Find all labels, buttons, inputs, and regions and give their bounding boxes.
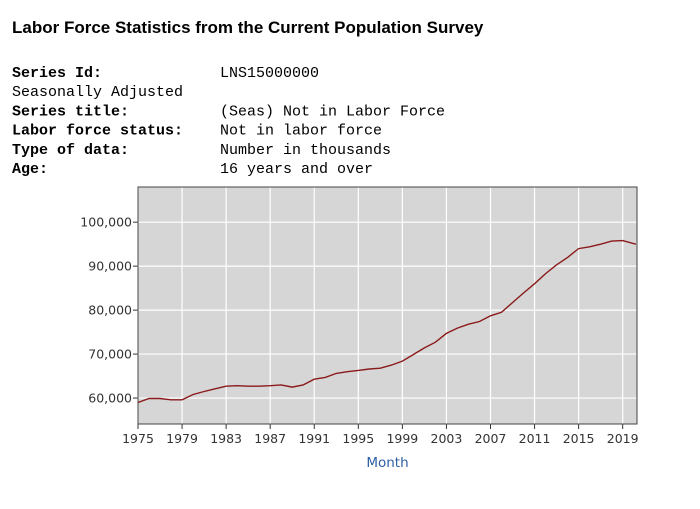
y-tick-label: 60,000: [88, 391, 132, 406]
x-tick-label: 1975: [122, 431, 154, 446]
x-tick-label: 2015: [563, 431, 595, 446]
page-title: Labor Force Statistics from the Current …: [12, 18, 484, 37]
info-value: Not in labor force: [220, 123, 382, 140]
info-label: Seasonally Adjusted: [12, 84, 183, 101]
info-value: Number in thousands: [220, 142, 391, 159]
x-tick-label: 1991: [298, 431, 330, 446]
x-tick-label: 2003: [431, 431, 463, 446]
y-tick-label: 90,000: [88, 259, 132, 274]
info-value: LNS15000000: [220, 65, 319, 82]
info-label: Series Id:: [12, 65, 102, 82]
x-tick-label: 1995: [342, 431, 374, 446]
y-tick-label: 80,000: [88, 303, 132, 318]
series-info: Series Id: LNS15000000 Seasonally Adjusted…: [12, 65, 445, 178]
info-value: (Seas) Not in Labor Force: [220, 103, 445, 120]
chart: 60,000 70,000 80,000 90,000 100,000 1975 1979 1…: [80, 186, 639, 471]
x-tick-label: 1979: [166, 431, 198, 446]
info-label: Type of data:: [12, 142, 129, 159]
info-value: 16 years and over: [220, 161, 373, 178]
y-tick-label: 70,000: [88, 347, 132, 362]
x-tick-label: 2019: [607, 431, 639, 446]
info-label: Series title:: [12, 103, 129, 120]
x-axis-label: Month: [366, 455, 408, 471]
plot-area: [138, 187, 637, 424]
x-tick-label: 1999: [386, 431, 418, 446]
x-tick-label: 1983: [210, 431, 242, 446]
data-line: [137, 239, 637, 404]
plot-border: [137, 186, 638, 425]
x-tick-label: 2007: [475, 431, 507, 446]
y-tick-label: 100,000: [80, 215, 132, 230]
info-label: Age:: [12, 161, 48, 178]
x-tick-label: 2011: [519, 431, 551, 446]
x-tick-label: 1987: [254, 431, 286, 446]
info-label: Labor force status:: [12, 123, 183, 140]
